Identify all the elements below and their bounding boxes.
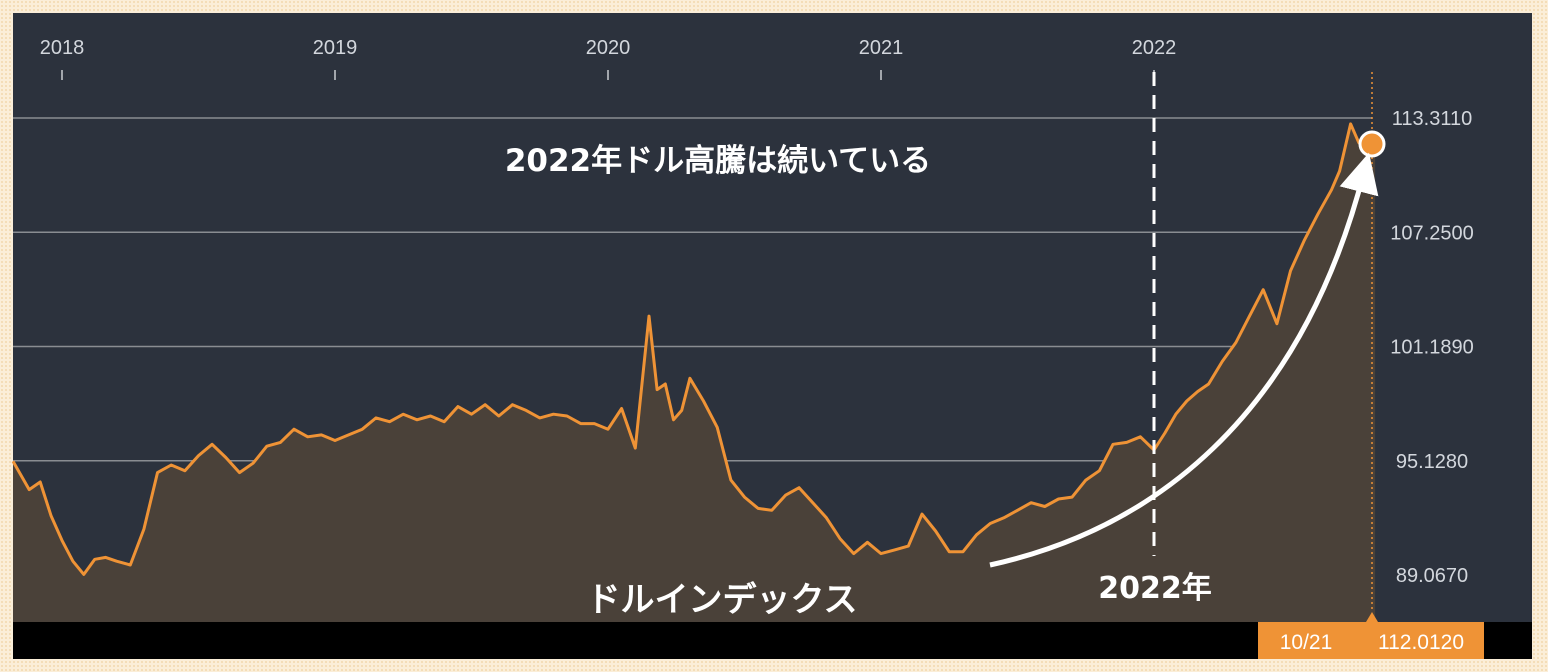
readout-value: 112.0120 [1378, 631, 1464, 654]
y-tick-label-3: 107.2500 [1390, 222, 1473, 244]
readout-date: 10/21 [1280, 631, 1333, 654]
trend-arrow [989, 152, 1379, 568]
x-tick-label-0: 2018 [40, 37, 85, 59]
y-axis: 89.0670 95.1280 101.1890 107.2500 113.3110 [1390, 108, 1473, 587]
area-fill [13, 123, 1376, 623]
x-axis: 2018 2019 2020 2021 2022 [40, 37, 1177, 80]
x-tick-label-2: 2020 [586, 37, 631, 59]
x-tick-label-1: 2019 [313, 37, 358, 59]
value-readout-badge: 10/21 112.0120 [1258, 612, 1484, 659]
x-tick-label-4: 2022 [1132, 37, 1177, 59]
y-tick-label-1: 95.1280 [1396, 451, 1468, 473]
y-tick-label-4: 113.3110 [1392, 108, 1472, 130]
latest-point [1358, 130, 1386, 158]
headline-annotation: 2022年ドル高騰は続いている [505, 143, 931, 179]
area-layer [11, 122, 1377, 623]
y-tick-label-2: 101.1890 [1390, 337, 1473, 359]
y-tick-label-0: 89.0670 [1396, 565, 1468, 587]
series-line [11, 122, 1377, 576]
x-tick-label-3: 2021 [859, 37, 904, 59]
series-name-annotation: ドルインデックス [587, 580, 858, 620]
marker-year-annotation: 2022年 [1098, 571, 1212, 606]
